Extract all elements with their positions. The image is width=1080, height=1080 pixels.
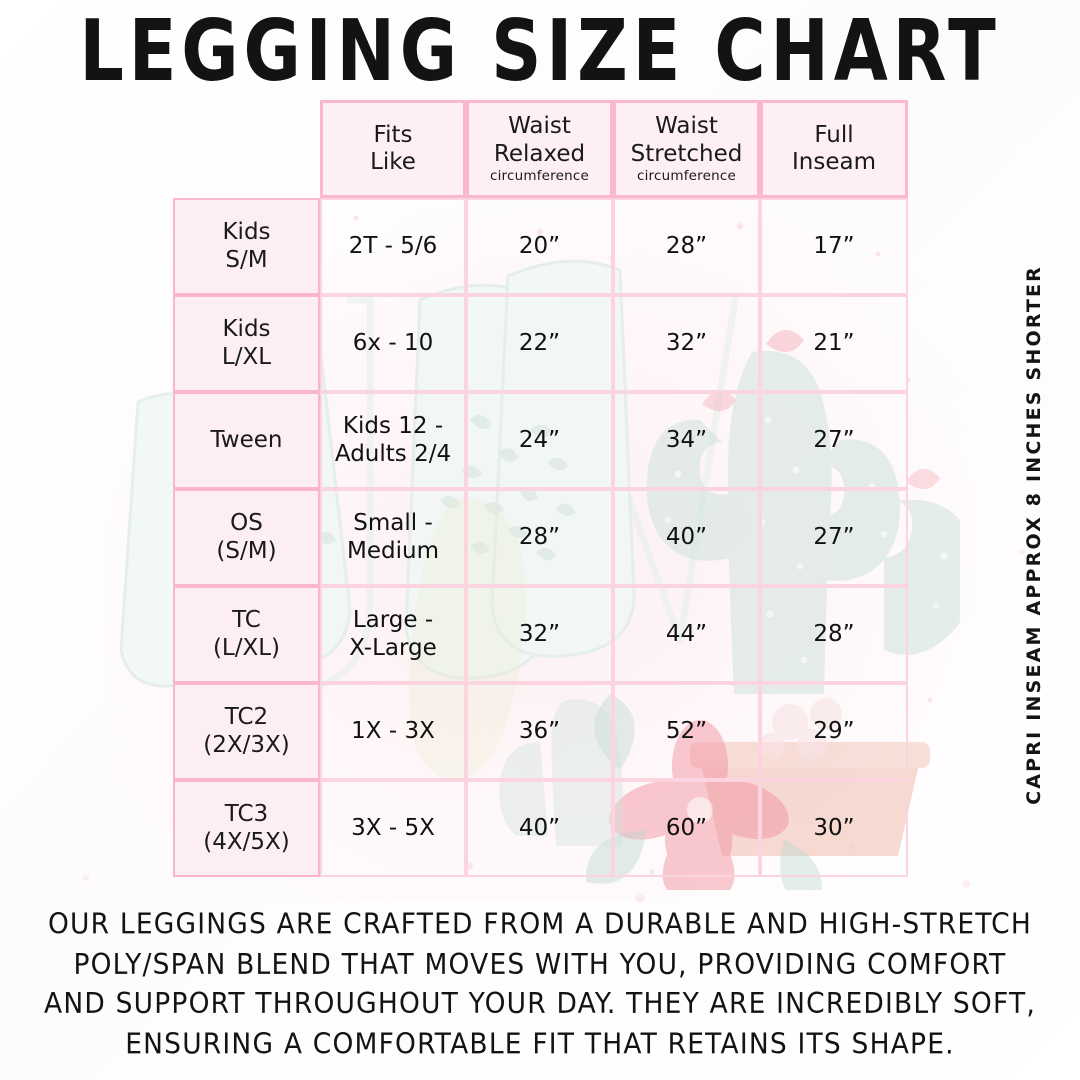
header-fits-like-line2: Like <box>370 149 416 175</box>
fits-like-line2: Medium <box>347 537 439 564</box>
size-label-line2: S/M <box>225 246 268 273</box>
table-row: Kids L/XL 6x - 10 22” 32” 21” <box>173 295 908 392</box>
header-fits-like-line1: Fits <box>373 121 413 148</box>
table-row: TC3 (4X/5X) 3X - 5X 40” 60” 30” <box>173 780 908 877</box>
cell-fits-like: 6x - 10 <box>320 295 466 392</box>
size-label-line1: TC2 <box>224 703 269 730</box>
cell-waist-relaxed: 32” <box>466 586 613 683</box>
size-label-line1: OS <box>230 509 263 536</box>
cell-full-inseam: 28” <box>760 586 908 683</box>
header-waist-relaxed-line2: Relaxed <box>493 140 586 167</box>
header-waist-stretched-line2: Stretched <box>630 140 743 167</box>
fits-like-line1: Kids 12 - <box>342 412 444 439</box>
row-size-label: OS (S/M) <box>173 489 320 586</box>
product-description: OUR LEGGINGS ARE CRAFTED FROM A DURABLE … <box>0 905 1080 1065</box>
fits-like-line2: Adults 2/4 <box>334 440 452 467</box>
size-label-line1: Kids <box>222 315 271 342</box>
table-row: TC2 (2X/3X) 1X - 3X 36” 52” 29” <box>173 683 908 780</box>
description-line-1: OUR LEGGINGS ARE CRAFTED FROM A DURABLE … <box>47 908 1032 942</box>
size-label-line1: TC3 <box>224 800 269 827</box>
fits-like-line1: Large - <box>352 606 434 633</box>
cell-fits-like: Small - Medium <box>320 489 466 586</box>
row-size-label: TC3 (4X/5X) <box>173 780 320 877</box>
cell-full-inseam: 21” <box>760 295 908 392</box>
size-label-line1: TC <box>232 606 261 633</box>
cell-waist-relaxed: 36” <box>466 683 613 780</box>
cell-waist-stretched: 40” <box>613 489 760 586</box>
header-waist-stretched-line1: Waist <box>655 113 718 140</box>
cell-full-inseam: 17” <box>760 198 908 295</box>
header-waist-relaxed: Waist Relaxed circumference <box>466 100 613 198</box>
cell-waist-relaxed: 24” <box>466 392 613 489</box>
capri-inseam-note-text: CAPRI INSEAM APPROX 8 INCHES SHORTER <box>1023 265 1045 805</box>
fits-like-line1: 2T - 5/6 <box>348 232 438 259</box>
cell-waist-stretched: 60” <box>613 780 760 877</box>
table-row: TC (L/XL) Large - X-Large 32” 44” 28” <box>173 586 908 683</box>
cell-waist-stretched: 52” <box>613 683 760 780</box>
size-chart-table: Fits Like Waist Relaxed circumference Wa… <box>173 100 908 877</box>
table-row: Tween Kids 12 - Adults 2/4 24” 34” 27” <box>173 392 908 489</box>
corner-blank-cell <box>173 100 320 198</box>
header-waist-relaxed-line1: Waist <box>508 113 571 140</box>
size-label-line2: (4X/5X) <box>203 828 290 855</box>
fits-like-line1: Small - <box>353 509 433 536</box>
header-full-inseam-line1: Full <box>814 121 854 148</box>
size-label-line2: (2X/3X) <box>203 731 290 758</box>
cell-fits-like: Kids 12 - Adults 2/4 <box>320 392 466 489</box>
cell-waist-relaxed: 20” <box>466 198 613 295</box>
cell-fits-like: Large - X-Large <box>320 586 466 683</box>
cell-waist-relaxed: 28” <box>466 489 613 586</box>
table-row: OS (S/M) Small - Medium 28” 40” 27” <box>173 489 908 586</box>
cell-full-inseam: 27” <box>760 489 908 586</box>
table-row: Kids S/M 2T - 5/6 20” 28” 17” <box>173 198 908 295</box>
description-line-4: ENSURING A COMFORTABLE FIT THAT RETAINS … <box>125 1027 955 1061</box>
fits-like-line1: 3X - 5X <box>351 814 435 841</box>
size-label-line2: (L/XL) <box>212 634 281 661</box>
header-waist-stretched: Waist Stretched circumference <box>613 100 760 198</box>
cell-waist-stretched: 34” <box>613 392 760 489</box>
row-size-label: Tween <box>173 392 320 489</box>
header-waist-relaxed-sub: circumference <box>489 167 590 184</box>
table-body: Kids S/M 2T - 5/6 20” 28” 17” Kids L/X <box>173 198 908 877</box>
size-label-line2: L/XL <box>221 343 272 370</box>
table-header: Fits Like Waist Relaxed circumference Wa… <box>173 100 908 198</box>
header-row: Fits Like Waist Relaxed circumference Wa… <box>173 100 908 198</box>
header-full-inseam-line2: Inseam <box>792 149 876 175</box>
fits-like-line1: 6x - 10 <box>352 329 434 356</box>
row-size-label: TC2 (2X/3X) <box>173 683 320 780</box>
size-label-line2: (S/M) <box>216 537 277 564</box>
description-line-3: AND SUPPORT THROUGHOUT YOUR DAY. THEY AR… <box>44 987 1036 1021</box>
size-label-line1: Tween <box>210 426 283 453</box>
cell-waist-stretched: 28” <box>613 198 760 295</box>
size-chart-table-wrapper: Fits Like Waist Relaxed circumference Wa… <box>173 100 908 877</box>
cell-full-inseam: 27” <box>760 392 908 489</box>
header-waist-stretched-sub: circumference <box>636 167 737 184</box>
cell-waist-relaxed: 22” <box>466 295 613 392</box>
header-fits-like: Fits Like <box>320 100 466 198</box>
cell-fits-like: 2T - 5/6 <box>320 198 466 295</box>
cell-full-inseam: 30” <box>760 780 908 877</box>
row-size-label: Kids L/XL <box>173 295 320 392</box>
page-title: LEGGING SIZE CHART <box>79 0 1001 101</box>
cell-full-inseam: 29” <box>760 683 908 780</box>
cell-fits-like: 1X - 3X <box>320 683 466 780</box>
capri-inseam-note: CAPRI INSEAM APPROX 8 INCHES SHORTER <box>1012 255 1056 815</box>
fits-like-line1: 1X - 3X <box>351 717 435 744</box>
cell-waist-relaxed: 40” <box>466 780 613 877</box>
row-size-label: Kids S/M <box>173 198 320 295</box>
cell-waist-stretched: 32” <box>613 295 760 392</box>
cell-fits-like: 3X - 5X <box>320 780 466 877</box>
size-label-line1: Kids <box>222 218 271 245</box>
fits-like-line2: X-Large <box>349 634 437 661</box>
description-line-2: POLY/SPAN BLEND THAT MOVES WITH YOU, PRO… <box>73 948 1007 981</box>
header-full-inseam: Full Inseam <box>760 100 908 198</box>
row-size-label: TC (L/XL) <box>173 586 320 683</box>
cell-waist-stretched: 44” <box>613 586 760 683</box>
